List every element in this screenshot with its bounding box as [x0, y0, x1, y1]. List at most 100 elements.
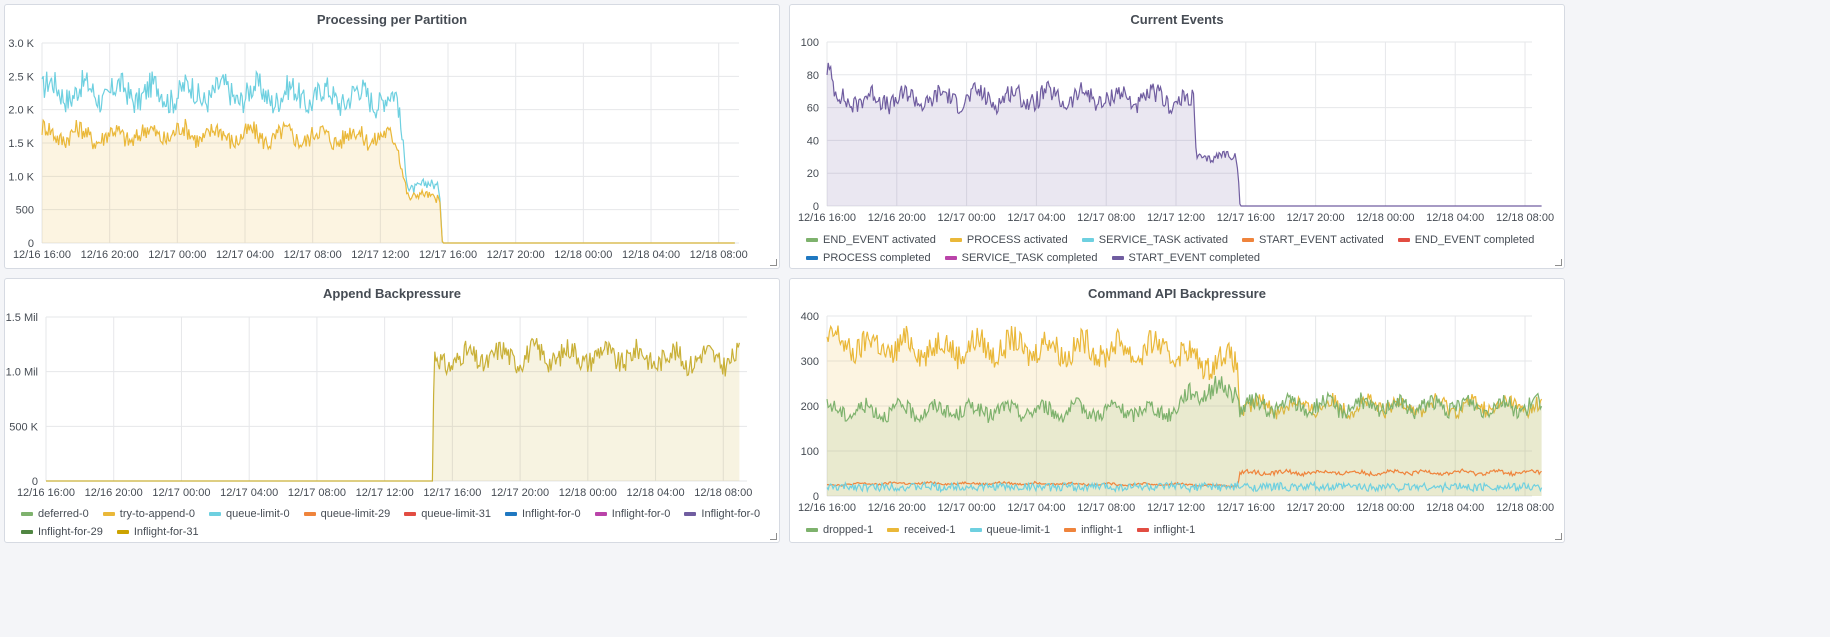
legend-swatch — [684, 512, 697, 516]
x-tick-label: 12/17 12:00 — [351, 249, 409, 261]
legend-item[interactable]: PROCESS activated — [949, 233, 1068, 247]
legend-item[interactable]: Inflight-for-29 — [21, 525, 103, 539]
legend-swatch — [102, 512, 115, 516]
legend-swatch — [1064, 528, 1077, 532]
legend-item[interactable]: Inflight-for-0 — [594, 507, 671, 521]
legend-label: PROCESS activated — [966, 234, 1068, 246]
x-tick-label: 12/18 04:00 — [1426, 212, 1484, 224]
x-tick-label: 12/17 12:00 — [1147, 502, 1205, 514]
panel-title[interactable]: Append Backpressure — [323, 286, 461, 301]
legend-label: dropped-1 — [823, 524, 874, 536]
x-tick-label: 12/16 16:00 — [13, 249, 71, 261]
series-area — [827, 325, 1542, 496]
legend-item[interactable]: dropped-1 — [806, 523, 873, 537]
legend-swatch — [21, 530, 33, 534]
x-tick-label: 12/18 04:00 — [627, 487, 685, 499]
panel-command-api-backpressure: Command API Backpressure 0 100 200 300 400 12… — [789, 278, 1565, 543]
legend-item[interactable]: queue-limit-1 — [969, 523, 1051, 537]
x-tick-label: 12/16 20:00 — [81, 249, 139, 261]
y-tick-label: 80 — [807, 70, 819, 82]
x-tick-label: 12/18 04:00 — [1426, 502, 1484, 514]
legend-swatch — [504, 512, 517, 516]
legend-swatch — [208, 512, 221, 516]
legend-item[interactable]: PROCESS completed — [806, 251, 931, 265]
x-tick-label: 12/17 04:00 — [1007, 212, 1065, 224]
y-tick-label: 0 — [813, 491, 819, 503]
legend-label: SERVICE_TASK completed — [961, 252, 1098, 264]
legend-swatch — [303, 512, 316, 516]
legend-swatch — [944, 256, 957, 260]
y-tick-label: 1.5 Mil — [6, 312, 38, 324]
panel-title[interactable]: Current Events — [1130, 12, 1224, 27]
x-tick-label: 12/18 00:00 — [1356, 502, 1414, 514]
x-tick-label: 12/17 12:00 — [356, 487, 414, 499]
legend-swatch — [404, 512, 417, 516]
legend-item[interactable]: inflight-1 — [1064, 523, 1123, 537]
legend-item[interactable]: END_EVENT activated — [806, 233, 936, 247]
series-line[interactable] — [41, 118, 735, 244]
legend-item[interactable]: Inflight-for-31 — [116, 525, 199, 539]
legend-item[interactable]: queue-limit-0 — [208, 507, 290, 521]
x-tick-label: 12/18 08:00 — [694, 487, 752, 499]
legend-item[interactable]: END_EVENT completed — [1397, 233, 1534, 247]
legend-label: Inflight-for-0 — [611, 508, 671, 520]
series-line[interactable] — [826, 62, 1542, 207]
legend-swatch — [21, 512, 33, 516]
x-tick-label: 12/16 16:00 — [17, 487, 75, 499]
legend-item[interactable]: try-to-append-0 — [102, 507, 195, 521]
x-tick-label: 12/16 16:00 — [798, 212, 856, 224]
panel-title[interactable]: Command API Backpressure — [1088, 286, 1266, 301]
x-tick-label: 12/17 20:00 — [487, 249, 545, 261]
y-tick-label: 20 — [807, 168, 819, 180]
series-line[interactable] — [826, 480, 1543, 494]
legend-swatch — [887, 528, 900, 532]
y-tick-label: 3.0 K — [8, 38, 34, 50]
chart-append-backpressure: 0 500 K 1.0 Mil 1.5 Mil 12/16 16:00 12/16 20:… — [6, 312, 753, 499]
resize-handle[interactable] — [770, 533, 777, 540]
series-line[interactable] — [826, 324, 1543, 421]
x-tick-label: 12/17 12:00 — [1147, 212, 1205, 224]
legend-label: Inflight-for-0 — [521, 508, 581, 520]
resize-handle[interactable] — [1555, 533, 1562, 540]
legend-item[interactable]: inflight-1 — [1136, 523, 1195, 537]
legend-swatch — [594, 512, 607, 516]
resize-handle[interactable] — [1555, 259, 1562, 266]
legend-label: START_EVENT activated — [1259, 234, 1384, 246]
legend-label: Inflight-for-0 — [701, 508, 761, 520]
x-tick-label: 12/17 08:00 — [284, 249, 342, 261]
legend-item[interactable]: START_EVENT activated — [1242, 233, 1384, 247]
legend-swatch — [1136, 528, 1149, 532]
panel-current-events: Current Events 0 20 40 60 80 100 12/16 16:00 12… — [789, 4, 1565, 269]
legend-swatch — [806, 256, 818, 260]
legend-label: queue-limit-1 — [986, 524, 1051, 536]
legend-item[interactable]: Inflight-for-0 — [684, 507, 760, 521]
y-tick-label: 500 — [16, 205, 34, 217]
legend-item[interactable]: deferred-0 — [21, 507, 89, 521]
series-line[interactable] — [826, 375, 1543, 424]
x-tick-label: 12/17 16:00 — [423, 487, 481, 499]
y-tick-label: 0 — [28, 238, 34, 250]
resize-handle[interactable] — [770, 259, 777, 266]
legend-item[interactable]: Inflight-for-0 — [504, 507, 581, 521]
legend-swatch — [1081, 238, 1094, 242]
legend-item[interactable]: START_EVENT completed — [1111, 251, 1260, 265]
series-area — [46, 338, 740, 481]
chart-command-api-backpressure: 0 100 200 300 400 12/16 16:00 12/16 20:00 12/17… — [798, 311, 1554, 514]
panel-processing-per-partition: Processing per Partition 0 500 1.0 K 1.5 K 2… — [4, 4, 780, 269]
legend-swatch — [1242, 238, 1254, 242]
series-line[interactable] — [46, 337, 740, 482]
legend-item[interactable]: queue-limit-31 — [404, 507, 491, 521]
x-tick-label: 12/18 08:00 — [1496, 212, 1554, 224]
legend-label: try-to-append-0 — [119, 508, 195, 520]
x-tick-label: 12/17 20:00 — [491, 487, 549, 499]
legend-item[interactable]: received-1 — [887, 523, 956, 537]
legend-swatch — [806, 528, 818, 532]
legend-item[interactable]: queue-limit-29 — [303, 507, 390, 521]
x-tick-label: 12/17 04:00 — [1007, 502, 1065, 514]
y-tick-label: 100 — [801, 446, 819, 458]
legend-item[interactable]: SERVICE_TASK activated — [1081, 233, 1228, 247]
legend-item[interactable]: SERVICE_TASK completed — [944, 251, 1098, 265]
x-tick-label: 12/17 00:00 — [938, 502, 996, 514]
panel-title[interactable]: Processing per Partition — [316, 12, 468, 27]
x-tick-label: 12/17 16:00 — [419, 249, 477, 261]
